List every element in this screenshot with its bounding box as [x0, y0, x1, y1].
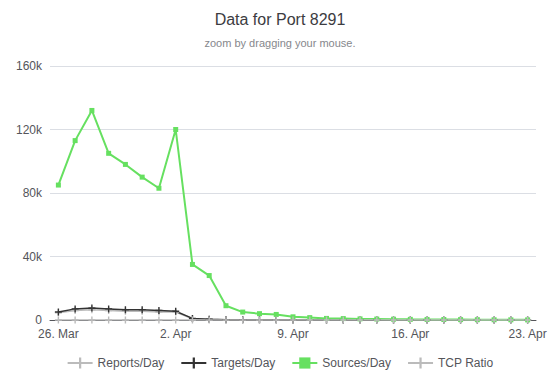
svg-text:80k: 80k: [23, 186, 43, 200]
svg-text:zoom by dragging your mouse.: zoom by dragging your mouse.: [204, 37, 355, 49]
svg-text:TCP Ratio: TCP Ratio: [438, 356, 493, 370]
svg-text:40k: 40k: [23, 250, 43, 264]
svg-text:2. Apr: 2. Apr: [160, 327, 191, 341]
svg-text:Data for Port 8291: Data for Port 8291: [215, 11, 346, 28]
svg-text:16. Apr: 16. Apr: [391, 327, 429, 341]
svg-text:120k: 120k: [16, 123, 43, 137]
svg-text:Targets/Day: Targets/Day: [211, 356, 275, 370]
svg-text:Reports/Day: Reports/Day: [98, 356, 165, 370]
svg-text:23. Apr: 23. Apr: [509, 327, 547, 341]
svg-text:26. Mar: 26. Mar: [38, 327, 79, 341]
svg-text:0: 0: [35, 313, 42, 327]
svg-text:160k: 160k: [16, 59, 43, 73]
svg-text:9. Apr: 9. Apr: [277, 327, 308, 341]
svg-text:Sources/Day: Sources/Day: [322, 356, 391, 370]
